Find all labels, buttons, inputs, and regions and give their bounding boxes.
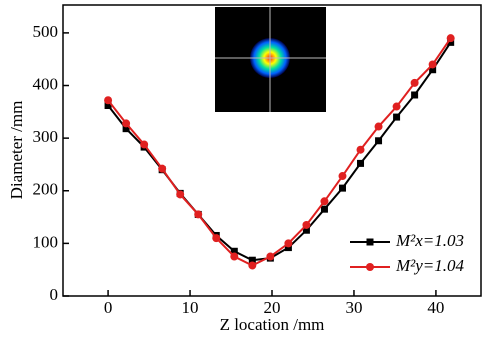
marker bbox=[429, 60, 437, 68]
x-axis-label: Z location /mm bbox=[220, 315, 325, 334]
marker bbox=[375, 123, 383, 131]
y-tick-label: 300 bbox=[33, 127, 59, 146]
marker bbox=[266, 253, 274, 261]
marker bbox=[321, 206, 328, 213]
y-tick-label: 500 bbox=[33, 22, 59, 41]
marker bbox=[212, 234, 220, 242]
marker bbox=[194, 210, 202, 218]
marker bbox=[411, 91, 418, 98]
marker bbox=[366, 263, 374, 271]
y-tick-label: 400 bbox=[33, 74, 59, 93]
marker bbox=[339, 185, 346, 192]
marker bbox=[375, 137, 382, 144]
marker bbox=[320, 197, 328, 205]
marker bbox=[176, 190, 184, 198]
marker bbox=[357, 146, 365, 154]
marker bbox=[248, 261, 256, 269]
legend-label: M²y=1.04 bbox=[395, 256, 465, 275]
marker bbox=[411, 79, 419, 87]
y-tick-label: 200 bbox=[33, 180, 59, 199]
legend-label: M²x=1.03 bbox=[395, 231, 464, 250]
x-tick-label: 0 bbox=[104, 298, 113, 317]
marker bbox=[122, 119, 130, 127]
marker bbox=[393, 103, 401, 111]
x-tick-label: 40 bbox=[427, 298, 444, 317]
marker bbox=[284, 239, 292, 247]
x-tick-label: 10 bbox=[182, 298, 199, 317]
marker bbox=[447, 34, 455, 42]
marker bbox=[140, 140, 148, 148]
marker bbox=[302, 221, 310, 229]
marker bbox=[393, 114, 400, 121]
marker bbox=[158, 165, 166, 173]
marker bbox=[357, 160, 364, 167]
x-tick-label: 20 bbox=[264, 298, 281, 317]
chart: Diameter /mm Z location /mm 010020030040… bbox=[0, 0, 483, 346]
marker bbox=[230, 253, 238, 261]
y-tick-label: 0 bbox=[50, 285, 59, 304]
x-tick-label: 30 bbox=[345, 298, 362, 317]
y-tick-label: 100 bbox=[33, 232, 59, 251]
beam-profile-inset bbox=[215, 7, 326, 112]
marker bbox=[367, 239, 374, 246]
marker bbox=[338, 172, 346, 180]
marker bbox=[104, 96, 112, 104]
y-axis-label: Diameter /mm bbox=[7, 101, 26, 200]
